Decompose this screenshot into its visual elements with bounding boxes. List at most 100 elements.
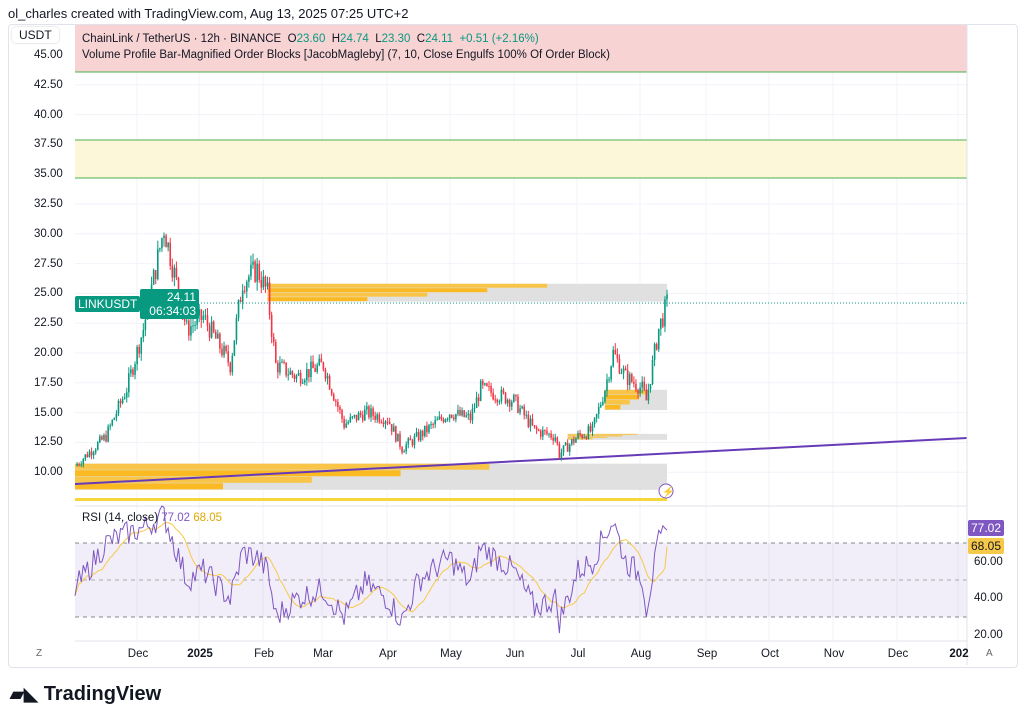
rsi-legend[interactable]: RSI (14, close) 77.02 68.05 [82,512,222,524]
candle [484,383,486,385]
candle [573,439,575,443]
candle [159,248,161,250]
candle [101,436,103,440]
time-axis-label: Nov [823,648,845,660]
candle [229,362,232,373]
candle [562,445,565,453]
candle [618,358,621,374]
price-axis-label: 40.00 [34,108,63,121]
price-axis-label: 12.50 [34,436,63,449]
price-axis-label: 30.00 [34,227,63,240]
candle [237,300,240,318]
candle [403,451,405,453]
zoom-reset-button[interactable]: Z [36,648,43,659]
candle [430,424,432,426]
time-axis-label: Jul [570,648,586,660]
candle [473,408,476,410]
candle [345,423,347,428]
candle [274,342,277,363]
candle [419,430,422,441]
rsi-axis-40: 40.00 [974,592,1003,604]
candle [645,389,648,401]
candle [109,425,111,427]
volume-bar [567,433,638,435]
candle [103,434,105,440]
candle [444,419,447,423]
candle [477,397,480,401]
candle [523,406,525,416]
candle [200,309,203,320]
candle [591,424,594,432]
open-label: O [287,33,297,45]
candle [560,452,563,458]
candle [448,414,451,419]
candle [92,452,95,456]
candle [622,368,625,374]
indicator-label[interactable]: Volume Profile Bar-Magnified Order Block… [82,49,610,61]
candle [299,372,302,384]
price-axis-label: 20.00 [34,347,63,359]
rsi-legend-value: 77.02 [161,512,191,524]
candle [202,315,205,320]
volume-bar [75,483,223,490]
candle [399,433,401,448]
candle [152,270,155,285]
volume-bar [567,435,623,437]
candle [115,413,118,418]
candle [446,418,449,420]
candle [378,414,381,422]
price-axis-label: 35.00 [34,168,63,181]
candle [295,375,298,379]
candle [440,416,443,420]
candle [361,414,364,421]
candle [556,437,559,444]
candle [117,400,120,414]
candle [76,464,78,467]
candle [266,282,269,287]
candle [339,407,341,410]
candle [196,315,198,325]
candle [188,320,190,336]
candle [154,270,157,280]
candle [206,315,209,326]
candle [86,454,89,458]
candle [301,382,304,384]
candle [204,315,207,317]
candle [173,267,176,278]
candle [395,426,397,442]
candle [80,464,83,466]
auto-scale-button[interactable]: A [986,648,993,659]
candle [310,361,312,378]
candle [128,373,130,393]
candle [649,383,652,390]
candle [382,422,385,425]
close-value: 24.11 [425,33,454,45]
candle [291,371,294,375]
tradingview-logo[interactable]: ▰◣ TradingView [10,683,161,706]
candle [337,401,339,408]
candle [94,449,97,453]
time-axis-label: Apr [379,648,397,660]
candle [537,429,540,431]
candle [558,443,561,458]
candle [359,412,362,415]
candle [171,265,174,278]
candle [376,414,379,420]
volume-bar [75,476,312,483]
candle [417,432,420,441]
candle [190,326,192,336]
candle [314,368,316,372]
candle [544,430,546,432]
candle [138,346,140,354]
candle [616,354,619,359]
candle [506,399,509,404]
supply-zone [75,25,967,72]
candle [548,433,550,435]
candle [366,406,368,410]
candle [397,433,399,442]
currency-label[interactable]: USDT [12,27,59,43]
candles [76,232,668,468]
candle [134,364,136,375]
candle [571,439,573,445]
